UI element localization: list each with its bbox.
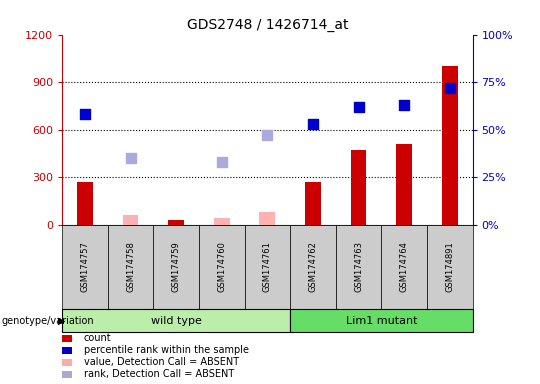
Text: value, Detection Call = ABSENT: value, Detection Call = ABSENT [84, 357, 239, 367]
Text: GSM174762: GSM174762 [308, 242, 318, 292]
Title: GDS2748 / 1426714_at: GDS2748 / 1426714_at [186, 18, 348, 32]
Text: GSM174763: GSM174763 [354, 242, 363, 292]
Text: count: count [84, 333, 111, 343]
Text: GSM174759: GSM174759 [172, 242, 180, 292]
Point [308, 121, 317, 127]
Text: GSM174757: GSM174757 [80, 242, 90, 292]
Point [218, 159, 226, 165]
Text: percentile rank within the sample: percentile rank within the sample [84, 345, 249, 355]
Text: genotype/variation: genotype/variation [2, 316, 94, 326]
Point [263, 132, 272, 138]
Text: rank, Detection Call = ABSENT: rank, Detection Call = ABSENT [84, 369, 234, 379]
Text: GSM174761: GSM174761 [263, 242, 272, 292]
Bar [168, 220, 184, 225]
Bar [305, 182, 321, 225]
Bar [442, 66, 458, 225]
Point [400, 102, 408, 108]
Text: wild type: wild type [151, 316, 201, 326]
Point [446, 85, 454, 91]
Text: ▶: ▶ [58, 316, 66, 326]
Text: GSM174764: GSM174764 [400, 242, 409, 292]
Text: Lim1 mutant: Lim1 mutant [346, 316, 417, 326]
Bar [259, 212, 275, 225]
Bar [350, 150, 367, 225]
Bar [396, 144, 412, 225]
Bar [77, 182, 93, 225]
Text: GSM174758: GSM174758 [126, 242, 135, 292]
Point [126, 155, 135, 161]
Text: GSM174891: GSM174891 [445, 242, 454, 292]
Bar [123, 215, 138, 225]
Point [80, 111, 89, 118]
Text: GSM174760: GSM174760 [217, 242, 226, 292]
Point [354, 104, 363, 110]
Bar [214, 218, 230, 225]
